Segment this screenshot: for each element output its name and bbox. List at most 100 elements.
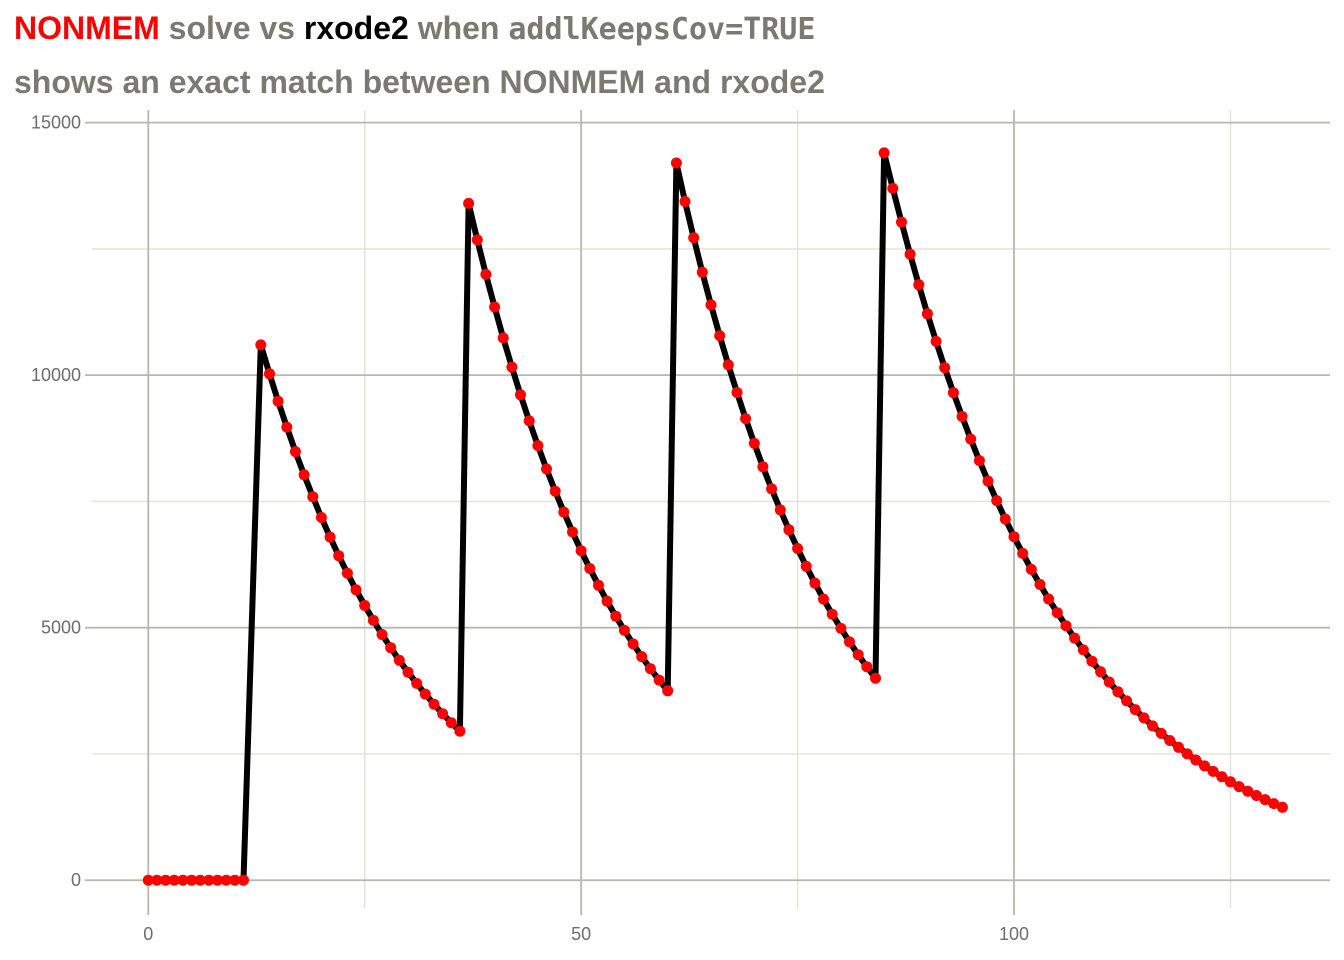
nonmem-point bbox=[740, 413, 752, 425]
nonmem-point bbox=[939, 362, 951, 374]
nonmem-point bbox=[428, 698, 440, 710]
nonmem-point bbox=[670, 157, 682, 169]
nonmem-point bbox=[973, 455, 985, 467]
nonmem-point bbox=[1190, 754, 1202, 766]
nonmem-point bbox=[220, 874, 232, 886]
nonmem-point bbox=[818, 593, 829, 605]
nonmem-point bbox=[1216, 771, 1228, 783]
nonmem-point bbox=[644, 663, 656, 675]
nonmem-point bbox=[1155, 727, 1167, 739]
nonmem-point bbox=[1043, 593, 1055, 605]
nonmem-point bbox=[1060, 620, 1072, 632]
nonmem-point bbox=[281, 421, 293, 433]
nonmem-point bbox=[1207, 765, 1219, 777]
nonmem-point bbox=[497, 332, 509, 344]
nonmem-point bbox=[1077, 644, 1089, 656]
nonmem-point bbox=[887, 182, 899, 194]
nonmem-point bbox=[471, 234, 483, 246]
nonmem-point bbox=[714, 330, 726, 342]
nonmem-point bbox=[1034, 579, 1046, 590]
nonmem-point bbox=[904, 248, 916, 260]
nonmem-point bbox=[584, 563, 596, 574]
nonmem-point bbox=[774, 504, 786, 516]
nonmem-point bbox=[1164, 735, 1176, 746]
nonmem-point bbox=[688, 232, 700, 244]
nonmem-point bbox=[463, 197, 475, 209]
nonmem-point bbox=[1121, 695, 1133, 707]
nonmem-point bbox=[393, 654, 405, 666]
nonmem-point bbox=[965, 433, 977, 445]
y-tick-label: 0 bbox=[71, 870, 81, 890]
nonmem-point bbox=[1095, 666, 1107, 678]
nonmem-point bbox=[445, 717, 457, 729]
nonmem-point bbox=[930, 335, 942, 347]
nonmem-point bbox=[359, 600, 371, 611]
nonmem-point bbox=[541, 463, 552, 475]
nonmem-point bbox=[1259, 794, 1271, 806]
nonmem-point bbox=[593, 579, 604, 591]
nonmem-point bbox=[532, 440, 544, 452]
nonmem-point bbox=[1129, 704, 1141, 716]
grid-major bbox=[92, 110, 1330, 908]
title-nonmem: NONMEM bbox=[14, 10, 160, 46]
grid-minor bbox=[92, 110, 1330, 908]
nonmem-point bbox=[826, 608, 838, 620]
nonmem-point bbox=[800, 560, 812, 572]
nonmem-point bbox=[835, 622, 847, 634]
nonmem-point bbox=[731, 387, 743, 398]
nonmem-point bbox=[523, 415, 535, 427]
nonmem-point bbox=[956, 411, 968, 422]
nonmem-point bbox=[870, 672, 881, 684]
nonmem-point bbox=[289, 446, 301, 458]
nonmem-point bbox=[402, 666, 414, 678]
x-tick-label: 100 bbox=[999, 924, 1029, 944]
title-when: when bbox=[408, 10, 509, 46]
nonmem-point bbox=[324, 531, 336, 543]
nonmem-point bbox=[454, 725, 466, 737]
nonmem-point bbox=[947, 387, 959, 399]
nonmem-point bbox=[1250, 790, 1262, 801]
nonmem-point bbox=[1051, 607, 1063, 619]
nonmem-point bbox=[1147, 720, 1158, 732]
nonmem-point bbox=[696, 266, 708, 278]
nonmem-point bbox=[852, 649, 864, 661]
nonmem-point bbox=[385, 642, 397, 654]
nonmem-point bbox=[315, 512, 327, 523]
nonmem-point bbox=[982, 475, 994, 487]
x-tick-label: 0 bbox=[143, 924, 153, 944]
nonmem-point bbox=[722, 359, 734, 371]
nonmem-point bbox=[264, 368, 275, 380]
nonmem-point bbox=[1242, 785, 1254, 797]
nonmem-point bbox=[411, 677, 423, 689]
nonmem-point bbox=[766, 483, 778, 495]
series-nonmem-points bbox=[142, 147, 1288, 886]
nonmem-point bbox=[844, 636, 855, 648]
nonmem-point bbox=[203, 874, 215, 886]
axis-ticks bbox=[85, 121, 1015, 915]
nonmem-point bbox=[1224, 776, 1236, 788]
nonmem-point bbox=[350, 584, 362, 596]
nonmem-point bbox=[653, 674, 665, 686]
nonmem-point bbox=[1138, 712, 1150, 724]
chart-title-block: NONMEM solve vs rxode2 when addlKeepsCov… bbox=[14, 8, 825, 102]
nonmem-point bbox=[272, 395, 284, 407]
title-solve-vs: solve vs bbox=[159, 10, 304, 46]
chart-subtitle: shows an exact match between NONMEM and … bbox=[14, 64, 825, 100]
nonmem-point bbox=[376, 629, 388, 640]
nonmem-point bbox=[255, 339, 267, 351]
nonmem-point bbox=[991, 495, 1003, 507]
nonmem-point bbox=[1008, 531, 1020, 543]
nonmem-point bbox=[1025, 563, 1037, 575]
nonmem-point bbox=[618, 624, 630, 636]
nonmem-point bbox=[515, 389, 526, 401]
nonmem-point bbox=[878, 147, 890, 159]
nonmem-point bbox=[177, 874, 189, 886]
nonmem-point bbox=[186, 874, 198, 886]
nonmem-point bbox=[636, 651, 648, 663]
nonmem-point bbox=[792, 543, 804, 554]
nonmem-point bbox=[341, 567, 353, 579]
nonmem-point bbox=[1086, 655, 1098, 667]
chart-title: NONMEM solve vs rxode2 when addlKeepsCov… bbox=[14, 8, 825, 50]
nonmem-point bbox=[913, 279, 925, 291]
